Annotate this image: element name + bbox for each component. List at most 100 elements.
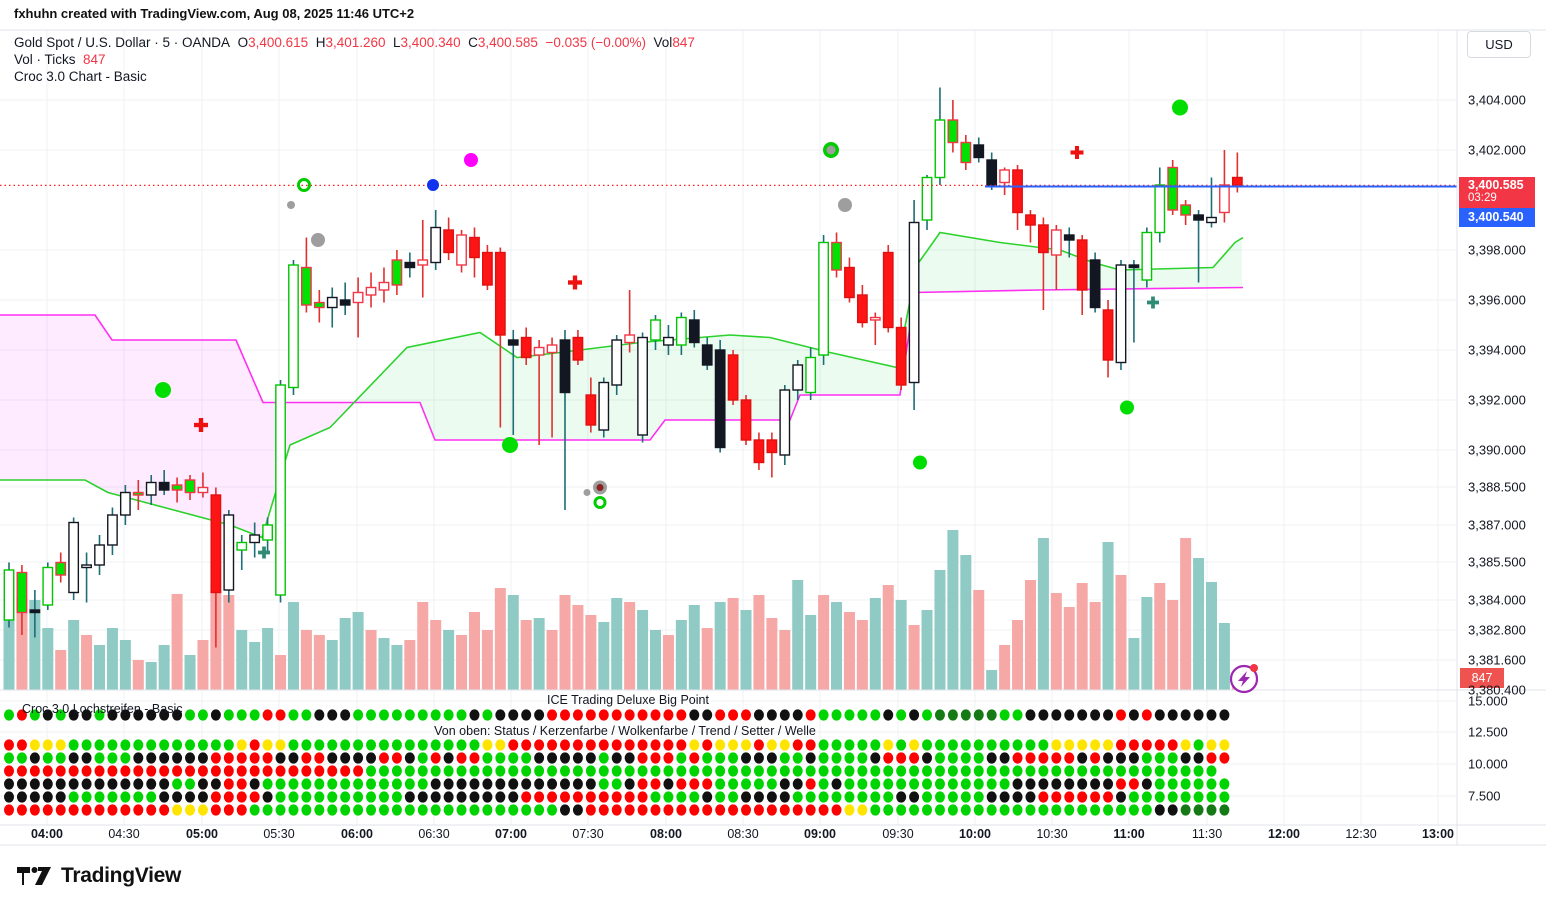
candle <box>934 119 946 179</box>
matrix-dot <box>1193 765 1204 777</box>
volume-badge: 847 <box>1460 668 1504 688</box>
matrix-dot <box>275 765 286 777</box>
price-axis-label: 3,380.400 <box>1468 682 1526 698</box>
matrix-dot <box>1038 752 1049 764</box>
matrix-dot <box>896 791 907 803</box>
ice-indicator-title[interactable]: ICE Trading Deluxe Big Point <box>547 693 709 707</box>
matrix-dot <box>611 709 622 721</box>
matrix-dot <box>94 709 105 721</box>
volume-bar <box>882 585 894 690</box>
matrix-dot <box>353 739 364 751</box>
matrix-dot <box>818 765 829 777</box>
volume-bar <box>300 630 312 690</box>
matrix-dot <box>1206 778 1217 790</box>
candle <box>960 141 972 164</box>
matrix-dot <box>1090 804 1101 816</box>
matrix-dot <box>805 709 816 721</box>
matrix-dot <box>275 709 286 721</box>
volume-bar <box>16 598 28 690</box>
matrix-dot <box>766 752 777 764</box>
matrix-dot <box>508 765 519 777</box>
lochstreifen-title[interactable]: Croc 3.0 Lochstreifen - Basic <box>22 702 183 716</box>
volume-bar <box>701 628 713 690</box>
matrix-dot <box>301 791 312 803</box>
volume-bar <box>986 670 998 690</box>
tradingview-logo[interactable]: TradingView <box>16 862 181 890</box>
matrix-dot <box>495 765 506 777</box>
candle <box>68 521 80 594</box>
matrix-dot <box>909 778 920 790</box>
matrix-dot <box>702 791 713 803</box>
candle <box>921 176 933 221</box>
matrix-dot <box>805 752 816 764</box>
candle <box>766 439 778 454</box>
matrix-dot <box>598 709 609 721</box>
matrix-dot <box>547 804 558 816</box>
matrix-dot <box>960 804 971 816</box>
matrix-dot <box>728 752 739 764</box>
matrix-dot <box>624 765 635 777</box>
time-axis-label: 13:00 <box>1422 827 1454 841</box>
volume-bar <box>106 628 118 690</box>
matrix-dot <box>159 739 170 751</box>
matrix-dot <box>391 752 402 764</box>
matrix-dot <box>133 739 144 751</box>
volume-legend[interactable]: Vol · Ticks 847 <box>14 52 106 67</box>
candle <box>675 316 687 346</box>
volume-legend-value: 847 <box>83 52 106 67</box>
matrix-dot <box>275 739 286 751</box>
matrix-dot <box>960 791 971 803</box>
candle <box>1063 234 1075 241</box>
matrix-dot <box>611 804 622 816</box>
matrix-dot <box>94 752 105 764</box>
matrix-dot <box>288 709 299 721</box>
matrix-dot <box>857 778 868 790</box>
croc-chart-legend[interactable]: Croc 3.0 Chart - Basic <box>14 69 147 84</box>
matrix-dot <box>223 739 234 751</box>
matrix-dot <box>611 791 622 803</box>
volume-bar <box>960 555 972 690</box>
matrix-dot <box>508 791 519 803</box>
matrix-dot <box>934 765 945 777</box>
matrix-dot <box>909 791 920 803</box>
matrix-dot <box>934 752 945 764</box>
matrix-dot <box>81 739 92 751</box>
matrix-dot <box>146 765 157 777</box>
matrix-dot <box>249 739 260 751</box>
matrix-dot <box>1077 752 1088 764</box>
matrix-dot <box>909 752 920 764</box>
symbol-legend[interactable]: Gold Spot / U.S. Dollar · 5 · OANDA O3,4… <box>14 35 695 50</box>
candle <box>469 236 480 259</box>
matrix-dot <box>262 778 273 790</box>
vol-value: 847 <box>672 35 695 50</box>
matrix-dot <box>857 804 868 816</box>
matrix-dot <box>391 739 402 751</box>
volume-bar <box>430 620 442 690</box>
volume-bar <box>546 630 558 690</box>
matrix-dot <box>521 804 532 816</box>
currency-button[interactable]: USD <box>1467 31 1531 58</box>
signal-dot <box>427 179 439 191</box>
matrix-dot <box>598 739 609 751</box>
matrix-dot <box>404 778 415 790</box>
volume-bar <box>275 655 287 690</box>
candle <box>520 336 532 359</box>
matrix-dot <box>1103 778 1114 790</box>
matrix-dot <box>986 778 997 790</box>
matrix-dot <box>4 791 14 803</box>
volume-bar <box>1193 558 1205 690</box>
matrix-dot <box>456 778 467 790</box>
matrix-dot <box>469 752 480 764</box>
matrix-dot <box>1051 752 1062 764</box>
matrix-dot <box>55 804 66 816</box>
matrix-dot <box>637 791 648 803</box>
matrix-dot <box>715 709 726 721</box>
matrix-dot <box>547 791 558 803</box>
matrix-dot <box>353 778 364 790</box>
candle <box>546 344 558 354</box>
volume-bar <box>598 622 610 690</box>
matrix-dot <box>1206 709 1217 721</box>
matrix-dot <box>728 709 739 721</box>
matrix-dot <box>547 752 558 764</box>
